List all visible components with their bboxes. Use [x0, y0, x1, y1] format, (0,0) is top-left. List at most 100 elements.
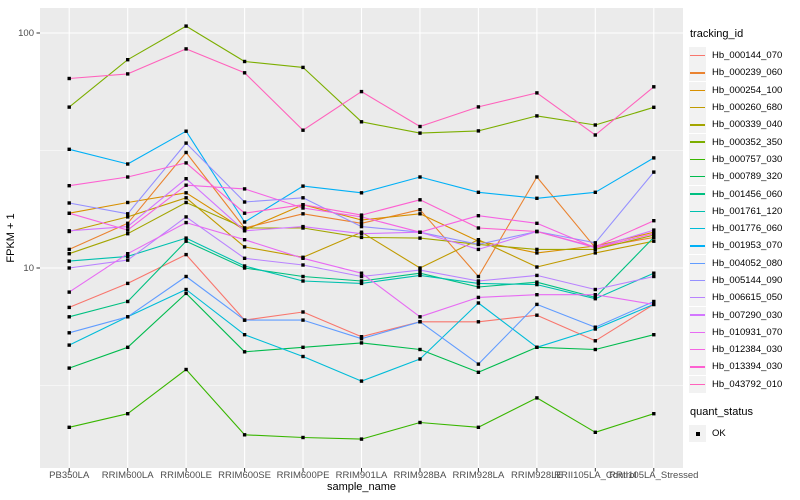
legend-entry-Hb_000239_060: Hb_000239_060 — [689, 64, 800, 82]
legend-line-icon — [690, 210, 705, 212]
series-points-Hb_000757_030 — [67, 367, 656, 441]
legend-entry-label: Hb_007290_030 — [712, 309, 783, 321]
data-point — [359, 379, 364, 383]
data-point — [242, 256, 247, 260]
data-point — [418, 320, 422, 324]
data-point — [126, 252, 130, 256]
data-point — [126, 200, 130, 205]
data-point — [301, 310, 305, 314]
legend-entry-Hb_001761_120: Hb_001761_120 — [689, 202, 800, 220]
legend-entry-label: Hb_000352_350 — [712, 136, 783, 148]
legend-entry-Hb_000352_350: Hb_000352_350 — [689, 133, 800, 151]
x-tick-label: RRIM928BA — [394, 470, 447, 481]
data-point — [652, 302, 656, 307]
data-point — [301, 354, 305, 359]
data-point — [67, 425, 71, 429]
data-point — [242, 187, 247, 191]
legend-key-swatch — [689, 323, 706, 341]
data-point — [652, 235, 656, 240]
data-point — [184, 220, 188, 225]
legend-panel: tracking_id Hb_000144_070 Hb_000239_060 Hb… — [689, 28, 800, 443]
series-points-Hb_004052_080 — [67, 274, 656, 366]
data-point — [242, 211, 247, 215]
data-point — [126, 299, 130, 304]
legend-entry-Hb_010931_070: Hb_010931_070 — [689, 323, 800, 341]
legend-key-swatch — [689, 116, 706, 134]
data-point — [476, 295, 481, 300]
data-point — [359, 279, 364, 283]
data-point — [126, 175, 130, 179]
x-tick-label: RRII105LA_Stressed — [609, 470, 698, 481]
data-point — [535, 345, 539, 349]
data-point — [652, 412, 656, 416]
legend-entry-Hb_000757_030: Hb_000757_030 — [689, 150, 800, 168]
data-point — [535, 396, 539, 400]
data-point — [184, 129, 188, 133]
x-tick-label: RRIM600LE — [160, 470, 212, 481]
x-tick-label: RRIM928LA — [453, 470, 505, 481]
legend-key-swatch — [689, 375, 706, 393]
data-point — [126, 258, 130, 262]
x-tick-label: RRIM600LA — [102, 470, 154, 481]
data-point — [476, 274, 481, 279]
data-point — [67, 201, 71, 205]
data-point — [593, 133, 597, 137]
data-point — [184, 252, 188, 257]
data-point — [652, 333, 656, 337]
data-point — [593, 430, 597, 434]
data-point — [476, 226, 481, 230]
legend-entry-label: Hb_000789_320 — [712, 171, 783, 183]
data-point — [126, 72, 130, 76]
legend-entry-Hb_006615_050: Hb_006615_050 — [689, 289, 800, 307]
legend-key-swatch — [689, 272, 706, 289]
data-point — [126, 345, 130, 349]
data-point — [476, 370, 481, 374]
legend-line-icon — [690, 279, 705, 282]
data-point — [418, 212, 422, 216]
legend-entry-Hb_000144_070: Hb_000144_070 — [689, 47, 800, 65]
data-point — [593, 325, 597, 329]
legend-entry-Hb_007290_030: Hb_007290_030 — [689, 306, 800, 324]
legend-entry-Hb_000339_040: Hb_000339_040 — [689, 116, 800, 134]
data-point — [67, 252, 71, 256]
data-point — [184, 239, 188, 243]
data-point — [301, 128, 305, 132]
series-points-Hb_010931_070 — [67, 220, 656, 319]
data-point — [535, 251, 539, 255]
data-point — [593, 293, 597, 297]
series-points — [67, 24, 656, 441]
data-point — [418, 230, 422, 234]
x-tick-label: RRIM928LE — [511, 470, 563, 481]
data-point — [126, 281, 130, 286]
data-point — [418, 124, 422, 129]
data-point — [652, 219, 656, 223]
data-point — [242, 245, 247, 249]
data-point — [126, 254, 130, 259]
series-points-Hb_001761_120 — [67, 236, 656, 301]
data-point — [535, 313, 539, 317]
data-point — [418, 198, 422, 202]
square-marker-icon — [695, 431, 700, 436]
legend-entry-label: Hb_010931_070 — [712, 326, 783, 338]
data-point — [535, 247, 539, 252]
data-point — [301, 196, 305, 200]
data-point — [126, 228, 130, 232]
legend-entry-label: Hb_001953_070 — [712, 240, 783, 252]
legend-entry-Hb_001953_070: Hb_001953_070 — [689, 237, 800, 255]
data-point — [359, 335, 364, 339]
data-point — [418, 131, 422, 135]
data-point — [359, 224, 364, 229]
data-point — [593, 123, 597, 127]
data-point — [535, 114, 539, 118]
data-point — [67, 259, 71, 263]
legend-key-swatch — [689, 64, 706, 82]
data-point — [301, 345, 305, 349]
legend-line-icon — [690, 297, 705, 299]
legend-line-icon — [690, 366, 705, 368]
data-point — [418, 175, 422, 179]
data-point — [301, 274, 305, 279]
data-point — [652, 170, 656, 174]
legend-entry-Hb_005144_090: Hb_005144_090 — [689, 272, 800, 289]
data-point — [476, 425, 481, 429]
data-point — [67, 343, 71, 347]
